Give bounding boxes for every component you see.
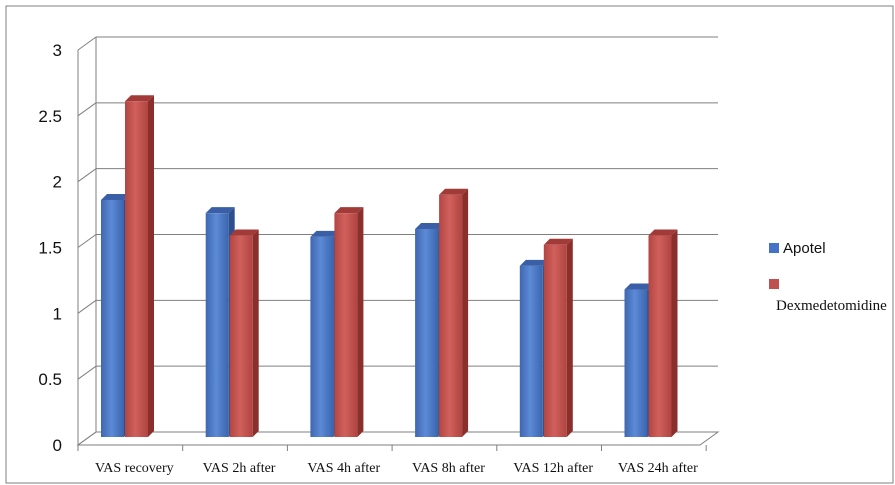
y-tick-label: 3 [53, 41, 62, 60]
bar-apotel-1-front [101, 200, 124, 437]
legend-label-dexmedetomidine: Dexmedetomidine [776, 298, 887, 314]
gridline-diagonal [77, 365, 97, 380]
chart-floor [76, 431, 720, 446]
bar-dexmedetomidine-2 [229, 229, 259, 437]
bar-apotel-1-top [101, 194, 130, 200]
x-tick-label: VAS 8h after [412, 461, 485, 476]
bar-apotel-5-top [519, 259, 549, 266]
x-axis-tick-labels: VAS recovery VAS 2h after VAS 4h after VAS … [95, 461, 698, 476]
gridline-diagonal [77, 168, 97, 183]
bar-dexmedetomidine-2-front [229, 235, 253, 437]
bar-dexmedetomidine-4-front [439, 194, 463, 437]
y-tick-label: 1.5 [38, 239, 62, 258]
bar-dexmedetomidine-1-top [125, 95, 154, 102]
legend-label-apotel: Apotel [783, 240, 826, 257]
bar-dexmedetomidine-5-front [543, 244, 567, 437]
gridline-diagonal [77, 36, 97, 51]
bar-apotel-6-top [624, 283, 654, 290]
bar-dexmedetomidine-4 [439, 188, 469, 437]
x-tick-label: VAS 12h after [513, 461, 593, 476]
legend: Apotel Dexmedetomidine [769, 240, 887, 314]
gridline-diagonal [77, 299, 97, 314]
bar-apotel-3-top [310, 230, 340, 237]
bar-apotel-2-front [205, 213, 229, 437]
x-tick-label: VAS 24h after [618, 461, 698, 476]
x-tick-label: VAS recovery [95, 461, 174, 476]
y-tick-label: 0.5 [38, 370, 62, 389]
bar-dexmedetomidine-2-top [229, 229, 259, 236]
axis-layer [76, 37, 720, 451]
y-tick-label: 2 [53, 173, 62, 192]
bar-dexmedetomidine-6-front [648, 235, 672, 437]
bar-dexmedetomidine-3-top [334, 207, 364, 214]
bar-dexmedetomidine-6-top [648, 229, 678, 236]
x-tick-label: VAS 2h after [203, 461, 276, 476]
bar-dexmedetomidine-4-side [462, 188, 469, 437]
y-tick-label: 1 [53, 304, 62, 323]
bar-dexmedetomidine-3 [334, 207, 364, 437]
bar-dexmedetomidine-5-top [543, 238, 573, 245]
bar-dexmedetomidine-6-side [671, 229, 678, 437]
bar-dexmedetomidine-1 [125, 95, 154, 437]
bar-apotel-3-front [310, 236, 334, 437]
y-axis-tick-labels: 0 0.5 1 1.5 2 2.5 3 [38, 41, 62, 455]
bar-apotel-2-top [205, 207, 235, 214]
bar-apotel-6-front [624, 289, 648, 437]
bar-apotel-4-front [415, 228, 439, 437]
bar-dexmedetomidine-5-side [566, 238, 573, 437]
bar-dexmedetomidine-3-side [357, 207, 364, 437]
bar-dexmedetomidine-1-front [125, 101, 148, 437]
bar-dexmedetomidine-4-top [439, 188, 469, 195]
gridline-diagonal [77, 234, 97, 248]
bar-dexmedetomidine-1-side [148, 95, 154, 437]
legend-swatch-dexmedetomidine [769, 279, 779, 289]
bar-dexmedetomidine-5 [543, 238, 573, 437]
bar-apotel-4-top [415, 222, 445, 229]
bar-dexmedetomidine-6 [648, 229, 678, 437]
bars-layer [101, 95, 678, 437]
gridline-diagonal [77, 102, 97, 117]
x-tick-label: VAS 4h after [307, 461, 380, 476]
bar-dexmedetomidine-3-front [334, 213, 358, 437]
bar-apotel-5-front [519, 265, 543, 437]
bar-dexmedetomidine-2-side [252, 229, 259, 437]
y-tick-label: 2.5 [38, 107, 62, 126]
legend-swatch-apotel [769, 243, 779, 253]
y-tick-label: 0 [53, 436, 62, 455]
